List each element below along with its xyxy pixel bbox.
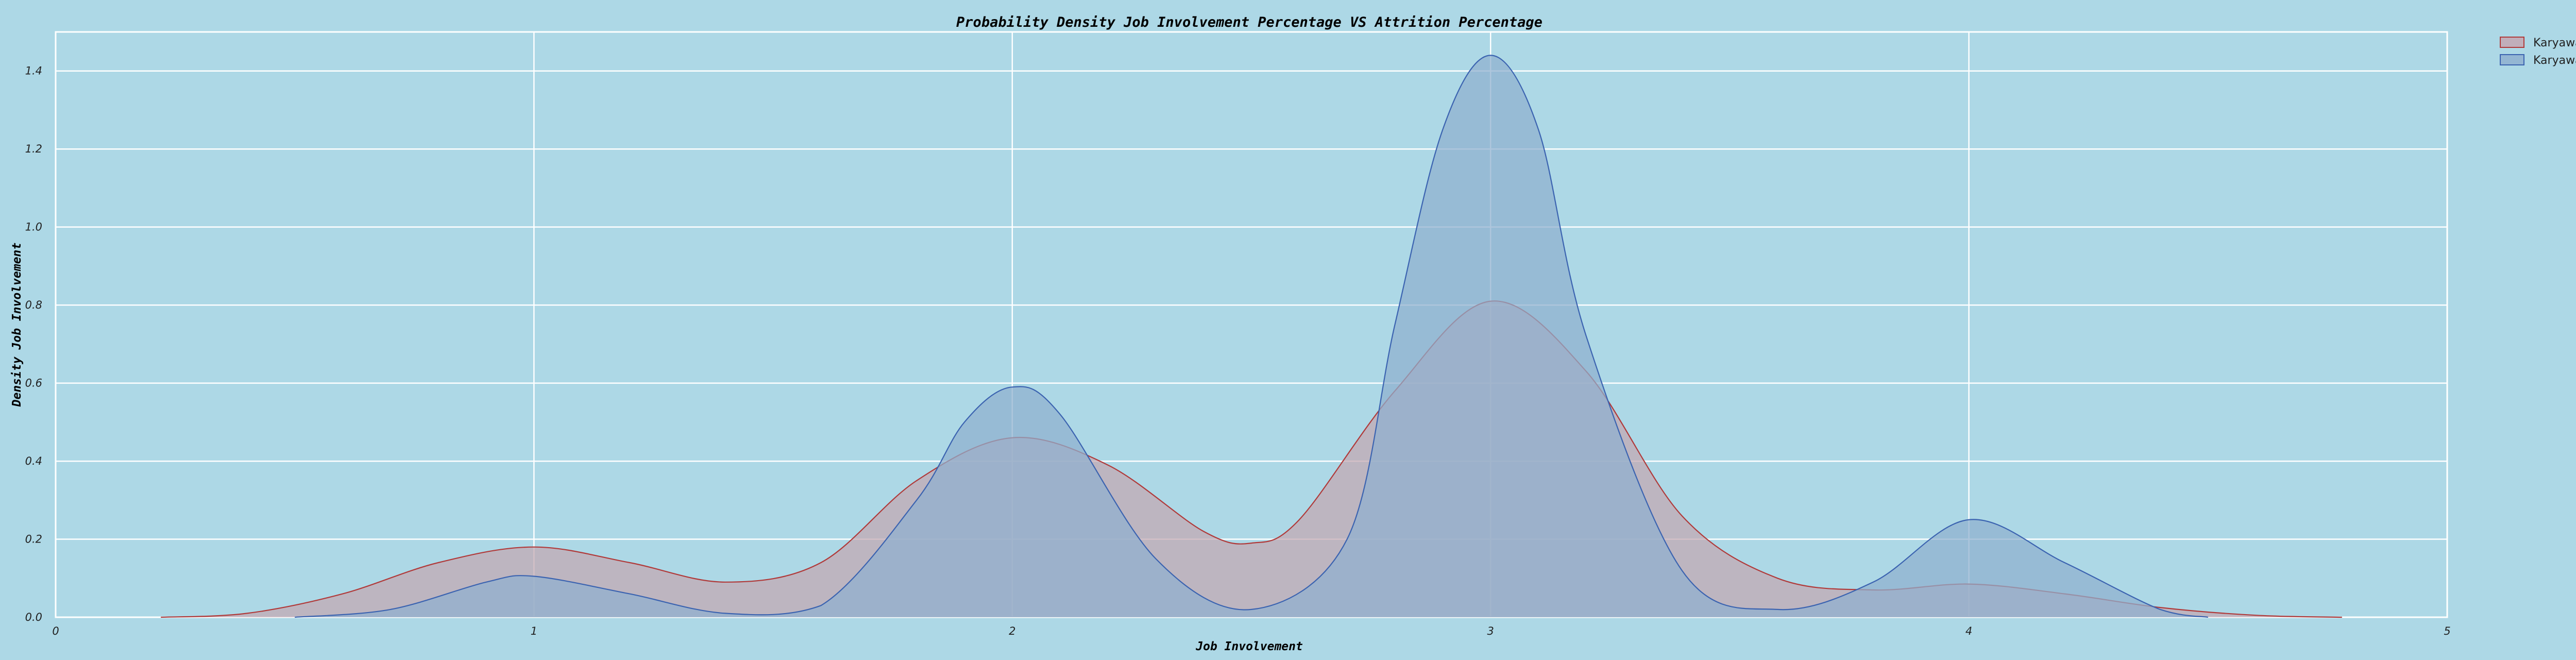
x-tick-label: 2 xyxy=(1009,625,1015,637)
y-tick-label: 1.0 xyxy=(25,221,42,233)
legend-label-karyawan-resign: Karyawan Resign xyxy=(2533,37,2576,49)
y-axis-ticks: 0.0 0.2 0.4 0.6 0.8 1.0 1.2 1.4 xyxy=(25,65,42,623)
x-axis-ticks: 0 1 2 3 4 5 xyxy=(52,625,2450,637)
x-axis-label: Job Involvement xyxy=(1195,640,1303,653)
series-layer xyxy=(161,55,2342,618)
grid xyxy=(55,32,2448,618)
legend-swatch-karyawan-resign xyxy=(2500,37,2524,48)
legend-swatch-karyawan-tidak-resign xyxy=(2500,54,2524,65)
y-tick-label: 0.8 xyxy=(25,299,42,311)
chart-title: Probability Density Job Involvement Perc… xyxy=(956,14,1543,30)
plot-area xyxy=(55,31,2448,618)
x-tick-label: 0 xyxy=(52,625,59,637)
y-tick-label: 0.6 xyxy=(25,377,42,390)
y-tick-label: 1.2 xyxy=(25,143,42,155)
series-area-karyawan-tidak-resign xyxy=(295,55,2208,617)
x-tick-label: 1 xyxy=(531,625,537,637)
y-axis-label: Density Job Involvement xyxy=(10,243,24,408)
series-line-karyawan-tidak-resign xyxy=(295,55,2208,618)
series-area-karyawan-resign xyxy=(161,301,2342,617)
y-tick-label: 0.4 xyxy=(25,455,42,467)
y-tick-label: 1.4 xyxy=(25,65,42,77)
legend: Karyawan Resign Karyawan Tidak Resign xyxy=(2500,37,2576,67)
y-tick-label: 0.2 xyxy=(25,533,42,546)
y-tick-label: 0.0 xyxy=(25,611,42,623)
x-tick-label: 5 xyxy=(2444,625,2450,637)
legend-label-karyawan-tidak-resign: Karyawan Tidak Resign xyxy=(2533,54,2576,67)
plot-frame xyxy=(55,31,2448,618)
x-tick-label: 3 xyxy=(1487,625,1494,637)
x-tick-label: 4 xyxy=(1965,625,1972,637)
